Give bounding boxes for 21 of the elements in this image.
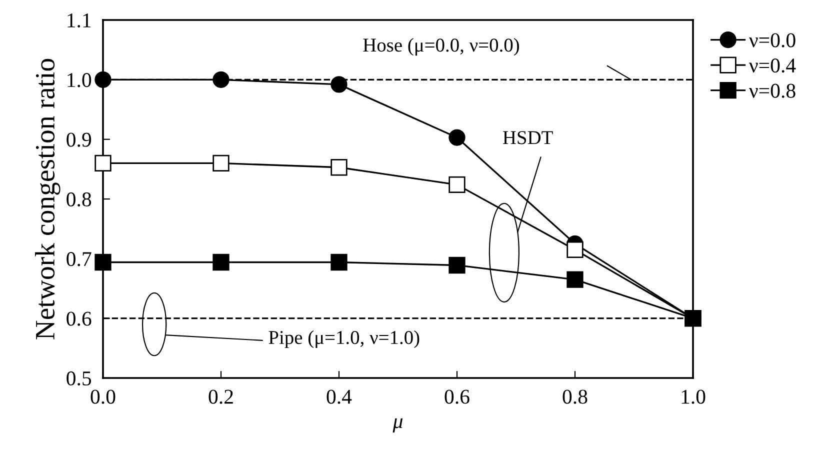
y-tick-label: 0.8 [66,192,92,207]
y-tick-label: 1.0 [68,73,92,88]
y-tick-label: 1.1 [68,13,91,28]
x-axis-title: μ [392,418,403,432]
y-axis-title: Network congestion ratio [35,58,60,340]
x-tick-label: 0.2 [208,390,233,404]
y-tick-label: 0.7 [66,252,92,266]
x-tick-label: 1.0 [682,390,706,404]
annotation: Pipe (μ=1.0, ν=1.0) [268,330,420,348]
legend-label: ν=0.4 [748,58,796,73]
x-tick-label: 0.0 [90,390,116,404]
annotation: HSDT [502,131,553,144]
y-tick-label: 0.6 [66,312,92,326]
y-tick-label: 0.5 [66,371,92,386]
legend-label: ν=0.8 [748,84,796,98]
y-tick-label: 0.9 [66,132,92,147]
annotation: Hose (μ=0.0, ν=0.0) [363,38,519,56]
x-tick-label: 0.4 [326,390,352,404]
x-tick-label: 0.6 [444,390,470,404]
legend-label: ν=0.0 [748,33,796,48]
x-tick-label: 0.8 [562,390,588,404]
